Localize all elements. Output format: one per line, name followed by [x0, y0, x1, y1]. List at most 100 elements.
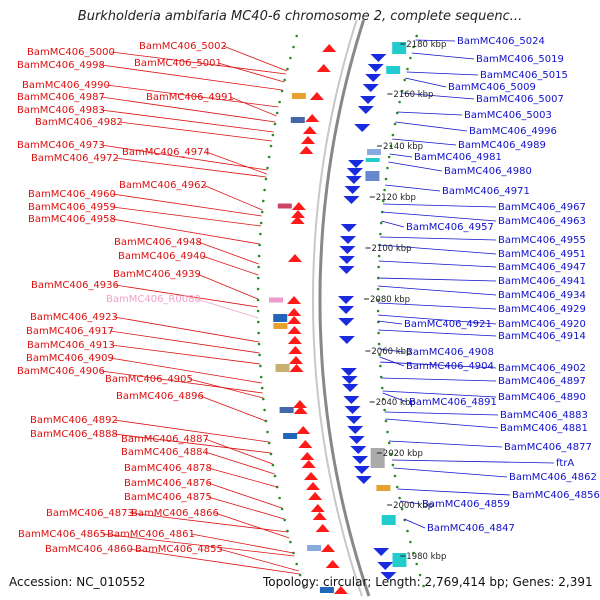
gene-label-right: BamMC406_4920: [498, 319, 586, 330]
left-label-connector: [200, 395, 267, 422]
gene-label-left: BamMC406_4973: [17, 140, 105, 151]
reverse-gene-arrow: [339, 246, 356, 254]
left-label-connector: [114, 419, 270, 443]
gene-label-right: BamMC406_4904: [406, 361, 494, 372]
forward-gene-arrow: [287, 316, 302, 324]
left-label-connector: [129, 548, 300, 575]
left-label-connector: [111, 344, 261, 365]
kbp-ticks: 2180 kbp 2160 kbp 2140 kbp 2120 kbp 2100 kbp…: [364, 40, 446, 562]
ruler-dot-right: [386, 430, 389, 434]
gene-label-right: BamMC406_5015: [480, 70, 568, 81]
ruler-dot-left: [262, 397, 265, 401]
ruler-dot-left: [289, 56, 292, 60]
reverse-gene-arrow: [345, 416, 362, 424]
ruler-dot-left: [295, 562, 299, 566]
ruler-dot-right: [393, 474, 397, 478]
gene-label-right: BamMC406_4890: [498, 392, 586, 403]
ruler-dot-left: [266, 430, 269, 434]
reverse-gene-arrow: [342, 384, 359, 392]
reverse-gene-arrow: [357, 106, 374, 114]
feature-block: [277, 203, 292, 209]
ruler-dot-left: [289, 540, 292, 544]
forward-gene-arrow: [321, 544, 336, 552]
gene-label-right: BamMC406_4947: [498, 262, 586, 273]
gene-label-right: BamMC406_5007: [476, 94, 564, 105]
left-label-connector: [101, 64, 283, 91]
ruler-dot-left: [273, 474, 277, 478]
ruler-dot-left: [257, 254, 261, 258]
ruler-dot-right: [379, 221, 383, 225]
feature-block: [381, 515, 396, 525]
ruler-dot-left: [264, 177, 268, 181]
gene-label-right: BamMC406_4996: [469, 126, 557, 137]
left-label-connector: [110, 330, 260, 354]
ruler-dot-right: [400, 507, 404, 511]
tick-label: 2140 kbp: [383, 142, 423, 152]
ruler-dot-left: [260, 386, 264, 390]
reverse-gene-arrow: [338, 336, 355, 344]
ruler-dot-right: [409, 540, 412, 544]
reverse-gene-arrow: [338, 306, 355, 314]
right-label-connector: [378, 277, 497, 282]
ruler-dot-left: [271, 133, 275, 137]
reverse-gene-arrow: [360, 96, 377, 104]
forward-gene-arrow: [316, 64, 331, 72]
tick-label: 2160 kbp: [393, 90, 433, 100]
ruler-dot-right: [418, 573, 422, 577]
gene-label-right: BamMC406_4897: [498, 376, 586, 387]
left-label-connector: [101, 96, 276, 123]
forward-gene-arrow: [300, 452, 315, 460]
reverse-gene-arrow: [348, 436, 365, 444]
gene-label-left: BamMC406_4875: [124, 492, 212, 503]
tick-label: 2100 kbp: [372, 244, 412, 254]
ruler-dot-right: [377, 265, 380, 269]
ruler-dot-right: [406, 529, 409, 533]
gene-label-left: BamMC406_4962: [119, 180, 207, 191]
feature-block: [392, 553, 407, 567]
forward-gene-arrow: [299, 146, 314, 154]
backbone-shadow: [312, 19, 363, 597]
feature-block: [273, 314, 288, 322]
right-label-connector: [377, 302, 497, 310]
left-label-connector: [191, 533, 294, 554]
gene-label-left: BamMC406_4855: [135, 544, 223, 555]
reverse-gene-arrow: [367, 64, 384, 72]
right-label-connector: [378, 320, 403, 325]
ruler-dot-left: [280, 89, 284, 93]
gene-label-left: BamMC406_4892: [30, 415, 118, 426]
feature-block: [367, 149, 381, 155]
right-label-connector: [397, 111, 463, 116]
gene-label-right: BamMC406_4877: [504, 442, 592, 453]
gene-label-right: BamMC406_4856: [512, 490, 600, 501]
left-label-connector: [115, 157, 267, 178]
forward-gene-arrow: [302, 126, 317, 134]
gene-label-left: BamMC406_5002: [139, 41, 227, 52]
gene-label-right: BamMC406_4902: [498, 363, 586, 374]
feature-block: [386, 66, 401, 74]
left-label-connector: [114, 316, 260, 343]
right-label-connector: [382, 392, 408, 403]
gene-label-left: BamMC406_4913: [27, 340, 115, 351]
right-label-connector: [404, 518, 426, 529]
left-label-connector: [202, 255, 259, 276]
forward-gene-arrow: [293, 406, 308, 414]
left-label-connector: [206, 151, 267, 175]
right-label-connector: [411, 52, 475, 60]
gene-label-right: BamMC406_4989: [458, 140, 546, 151]
ruler-dot-left: [256, 309, 260, 313]
feature-block: [290, 117, 305, 123]
gene-label-right: BamMC406_4957: [406, 222, 494, 233]
ruler-dot-right: [376, 298, 380, 302]
genome-summary-text: Topology: circular; Length: 2,769,414 bp…: [263, 575, 593, 589]
right-label-connector: [415, 39, 456, 42]
tick-label: 2020 kbp: [383, 449, 423, 459]
feature-block: [319, 587, 334, 593]
rna-label: BamMC406_R0080: [106, 294, 201, 305]
tick-label: 2180 kbp: [406, 40, 446, 50]
forward-gene-arrow: [301, 460, 316, 468]
ruler-dot-left: [258, 243, 261, 247]
right-label-connector: [378, 329, 497, 337]
forward-gene-arrow: [322, 44, 337, 52]
ruler-dot-left: [259, 364, 262, 368]
